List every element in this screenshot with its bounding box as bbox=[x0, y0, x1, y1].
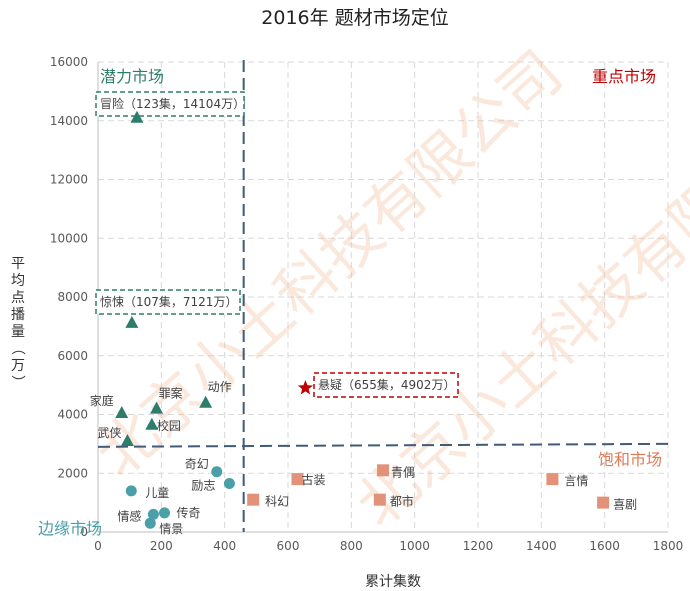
data-point-circle bbox=[125, 485, 137, 497]
data-point-circle bbox=[144, 517, 156, 529]
y-label-char: 平 bbox=[11, 256, 25, 272]
x-tick-label: 800 bbox=[340, 539, 363, 553]
quadrant-label: 潜力市场 bbox=[100, 67, 164, 86]
y-tick-label: 12000 bbox=[50, 173, 88, 187]
x-tick-label: 1000 bbox=[399, 539, 430, 553]
y-tick-label: 16000 bbox=[50, 55, 88, 69]
x-tick-label: 200 bbox=[150, 539, 173, 553]
point-label: 青偶 bbox=[391, 465, 415, 479]
data-point-triangle bbox=[130, 110, 144, 123]
x-tick-label: 1800 bbox=[653, 539, 684, 553]
point-label: 奇幻 bbox=[185, 457, 209, 471]
data-point-square bbox=[247, 493, 260, 506]
point-label: 古装 bbox=[302, 472, 326, 487]
y-tick-label: 8000 bbox=[57, 290, 88, 304]
annotation-text: 惊悚（107集，7121万） bbox=[100, 294, 237, 309]
quadrant-label: 重点市场 bbox=[592, 67, 656, 86]
x-tick-label: 1200 bbox=[463, 539, 494, 553]
data-point-triangle bbox=[199, 395, 213, 408]
chart-title: 2016年 题材市场定位 bbox=[261, 7, 448, 29]
y-tick-label: 6000 bbox=[57, 349, 88, 363]
y-label-char: 点 bbox=[11, 290, 25, 306]
data-point-triangle bbox=[125, 315, 139, 328]
quadrant-label: 饱和市场 bbox=[598, 450, 662, 469]
x-tick-label: 0 bbox=[94, 539, 102, 553]
point-label: 传奇 bbox=[177, 505, 201, 520]
point-label: 情景 bbox=[159, 522, 183, 536]
point-label: 都市 bbox=[390, 494, 414, 509]
y-label-char: （ bbox=[9, 341, 25, 355]
point-label: 励志 bbox=[191, 479, 215, 493]
point-label: 科幻 bbox=[265, 495, 289, 509]
y-tick-label: 4000 bbox=[57, 408, 88, 422]
quadrant-label: 边缘市场 bbox=[38, 519, 102, 538]
point-label: 喜剧 bbox=[613, 498, 637, 512]
y-tick-label: 10000 bbox=[50, 231, 88, 245]
point-label: 家庭 bbox=[90, 393, 114, 408]
horizontal-divider bbox=[97, 442, 669, 448]
y-tick-label: 2000 bbox=[57, 466, 88, 480]
y-label-char: 万 bbox=[11, 358, 25, 374]
data-point-square bbox=[546, 473, 559, 486]
annotation-box bbox=[95, 289, 241, 315]
point-label: 动作 bbox=[208, 380, 232, 394]
data-point-triangle bbox=[145, 417, 159, 430]
data-point-triangle bbox=[115, 406, 129, 419]
annotation-text: 悬疑（655集，4902万） bbox=[318, 377, 455, 392]
x-tick-label: 600 bbox=[277, 539, 300, 553]
y-label-char: 量 bbox=[11, 324, 25, 340]
x-axis-label: 累计集数 bbox=[365, 573, 421, 590]
annotation-box bbox=[313, 372, 459, 398]
data-point-circle bbox=[147, 508, 159, 520]
annotations: 冒险（123集，14104万） 惊悚（107集，7121万） 悬疑（655集，490… bbox=[95, 91, 459, 398]
x-tick-label: 1400 bbox=[526, 539, 557, 553]
data-point-circle bbox=[223, 478, 235, 490]
annotation-text: 冒险（123集，14104万） bbox=[100, 96, 245, 111]
data-point-star bbox=[297, 380, 314, 395]
grid bbox=[98, 61, 669, 533]
axes: 0 2000 4000 6000 8000 10000 12000 14000 16000 0 20… bbox=[50, 55, 683, 553]
y-label-char: 播 bbox=[11, 307, 25, 323]
data-point-circle bbox=[159, 507, 170, 519]
data-point-triangle bbox=[150, 401, 164, 414]
point-label: 校园 bbox=[157, 418, 181, 433]
point-label: 言情 bbox=[564, 474, 588, 488]
y-label-char: 均 bbox=[11, 273, 25, 289]
data-point-square bbox=[377, 464, 389, 477]
point-label: 武侠 bbox=[97, 426, 121, 440]
data-point-triangle bbox=[120, 433, 134, 446]
point-label: 情感 bbox=[117, 508, 141, 523]
data-point-circle bbox=[211, 466, 223, 478]
point-label: 罪案 bbox=[159, 386, 183, 401]
x-tick-label: 1600 bbox=[589, 539, 620, 553]
annotation-box bbox=[95, 91, 245, 117]
data-point-square bbox=[373, 493, 386, 506]
divider-lines bbox=[97, 60, 669, 532]
y-tick-label: 14000 bbox=[50, 114, 88, 128]
y-label-char: ） bbox=[9, 375, 25, 389]
point-label: 儿童 bbox=[145, 485, 169, 500]
data-point-square bbox=[291, 473, 304, 486]
x-tick-label: 400 bbox=[213, 539, 236, 553]
data-point-square bbox=[597, 496, 610, 509]
y-tick-label: 0 bbox=[80, 525, 88, 539]
